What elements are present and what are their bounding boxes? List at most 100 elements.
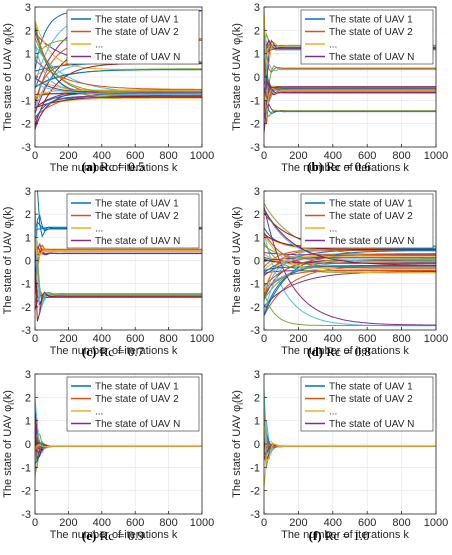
y-tick-label: 1: [25, 416, 31, 428]
series-line: [264, 441, 436, 487]
legend-entry: ...: [95, 224, 103, 235]
series-line: [264, 100, 436, 114]
legend-entry: The state of UAV 2: [329, 27, 413, 38]
caption-d: (d) Rc = 0.8: [226, 344, 452, 360]
y-tick-label: -2: [250, 302, 260, 314]
caption-f: (f) Rc = 1.0: [226, 528, 452, 544]
y-tick-label: 3: [25, 186, 31, 198]
series-line: [264, 443, 436, 461]
legend-entry: The state of UAV 1: [329, 15, 413, 26]
y-tick-label: -3: [21, 142, 31, 154]
y-tick-label: 3: [254, 186, 260, 198]
legend-entry: ...: [329, 407, 337, 418]
series-line: [35, 442, 202, 449]
y-tick-label: -1: [21, 462, 31, 474]
y-tick-label: 2: [254, 209, 260, 221]
series-line: [264, 80, 436, 109]
y-axis-label: The state of UAV φi(k): [2, 207, 16, 315]
caption-b: (b) Rc = 0.6: [226, 159, 452, 175]
series-line: [264, 443, 436, 452]
series-line: [264, 435, 436, 450]
y-tick-label: 3: [25, 369, 31, 381]
series-line: [35, 264, 202, 304]
series-line: [264, 64, 436, 85]
y-tick-label: -1: [21, 95, 31, 107]
y-tick-label: -2: [250, 486, 260, 498]
y-tick-label: 1: [25, 49, 31, 61]
y-axis-label: The state of UAV φi(k): [231, 207, 245, 315]
legend-entry: The state of UAV N: [329, 236, 414, 247]
y-tick-label: 0: [25, 256, 31, 268]
y-axis-label: The state of UAV φi(k): [2, 23, 16, 131]
series-line: [264, 80, 436, 88]
y-tick-label: -3: [21, 325, 31, 337]
y-tick-label: 0: [254, 72, 260, 84]
y-tick-label: -1: [250, 279, 260, 291]
y-tick-label: 0: [254, 439, 260, 451]
y-tick-label: 3: [25, 2, 31, 14]
series-line: [35, 290, 202, 306]
caption-a: (a) Rc = 0.5: [0, 159, 226, 175]
legend-entry: The state of UAV 1: [95, 15, 179, 26]
caption-c: (c) Rc = 0.7: [0, 344, 226, 360]
legend-entry: The state of UAV N: [329, 419, 414, 430]
y-tick-label: -3: [250, 509, 260, 521]
y-tick-label: -3: [250, 142, 260, 154]
y-tick-label: -2: [250, 119, 260, 131]
legend-entry: The state of UAV 1: [95, 199, 179, 210]
y-tick-label: 0: [25, 72, 31, 84]
legend-entry: The state of UAV N: [95, 52, 180, 63]
y-tick-label: 2: [25, 392, 31, 404]
legend-entry: ...: [329, 224, 337, 235]
y-tick-label: -2: [21, 302, 31, 314]
legend-entry: The state of UAV 2: [329, 394, 413, 405]
y-axis-label: The state of UAV φi(k): [2, 390, 16, 498]
y-tick-label: -2: [21, 119, 31, 131]
y-tick-label: -1: [250, 462, 260, 474]
y-tick-label: 0: [254, 256, 260, 268]
series-line: [35, 445, 202, 450]
y-tick-label: 3: [254, 2, 260, 14]
legend-entry: The state of UAV 2: [95, 211, 179, 222]
y-axis-label: The state of UAV φi(k): [231, 23, 245, 131]
y-tick-label: 2: [25, 209, 31, 221]
y-tick-label: -3: [21, 509, 31, 521]
series-line: [264, 104, 436, 133]
legend-entry: The state of UAV 1: [329, 199, 413, 210]
legend-entry: The state of UAV N: [329, 52, 414, 63]
legend-entry: The state of UAV N: [95, 236, 180, 247]
series-line: [264, 91, 436, 117]
y-tick-label: 1: [254, 232, 260, 244]
y-tick-label: -1: [250, 95, 260, 107]
legend-entry: The state of UAV 2: [95, 27, 179, 38]
y-tick-label: 2: [254, 392, 260, 404]
series-line: [35, 434, 202, 480]
y-tick-label: 2: [254, 25, 260, 37]
y-tick-label: 0: [25, 439, 31, 451]
y-tick-label: -2: [21, 486, 31, 498]
legend-entry: ...: [95, 40, 103, 51]
y-tick-label: 2: [25, 25, 31, 37]
legend-entry: ...: [95, 407, 103, 418]
caption-e: (e) Rc = 0.9: [0, 528, 226, 544]
legend-entry: The state of UAV N: [95, 419, 180, 430]
legend-entry: The state of UAV 1: [95, 382, 179, 393]
y-tick-label: 3: [254, 369, 260, 381]
legend-entry: The state of UAV 1: [329, 382, 413, 393]
y-tick-label: 1: [254, 49, 260, 61]
y-tick-label: -3: [250, 325, 260, 337]
series-line: [264, 444, 436, 468]
